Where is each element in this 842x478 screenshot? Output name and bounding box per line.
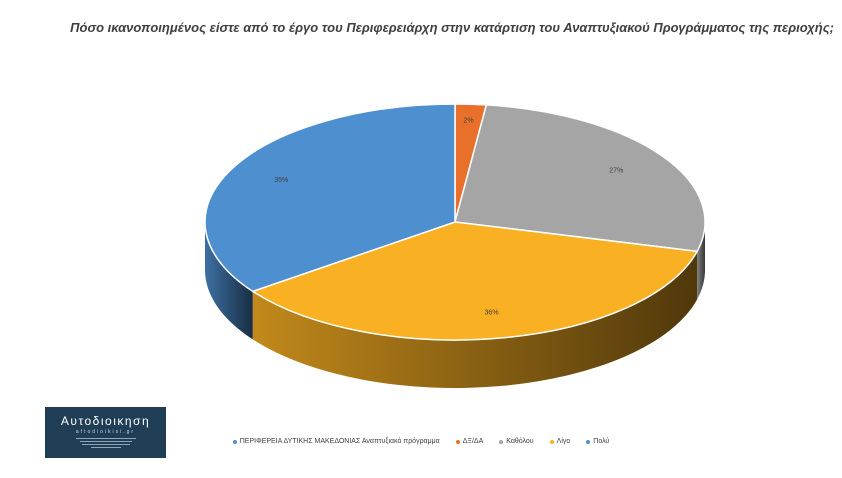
legend-marker-katholou (499, 439, 504, 444)
legend-item-ligo: Λίγο (549, 438, 571, 445)
data-label-2: 36% (485, 309, 499, 316)
legend-label-ligo: Λίγο (556, 438, 571, 445)
chart-title: Πόσο ικανοποιημένος είστε από το έργο το… (70, 20, 834, 35)
logo-domain: aftodioikisi.gr (75, 429, 136, 435)
slice-side-3 (205, 222, 253, 340)
legend-series-marker (232, 439, 237, 444)
logo-fine-print (45, 438, 166, 448)
logo-name: Αυτοδιοικηση (60, 414, 151, 428)
pie-data-labels: 2% 27% 36% 35% (274, 118, 623, 317)
legend-marker-dxda (455, 439, 460, 444)
slice-side-2 (252, 251, 698, 388)
pie-side-walls (205, 222, 705, 388)
legend-marker-poly (586, 439, 591, 444)
slice-side-1 (697, 222, 705, 300)
slice-3 (204, 103, 456, 293)
legend-marker-ligo (549, 439, 554, 444)
slice-1 (454, 104, 706, 253)
data-label-1: 27% (609, 167, 623, 174)
publisher-logo: Αυτοδιοικηση aftodioikisi.gr (45, 407, 166, 458)
legend-series: ΠΕΡΙΦΕΡΕΙΑ ΔΥΤΙΚΗΣ ΜΑΚΕΔΟΝΙΑΣ Αναπτυξιακ… (232, 438, 440, 445)
legend-label-katholou: Καθόλου (506, 438, 534, 445)
legend-label-dxda: ΔΞ/ΔΑ (462, 438, 484, 445)
data-label-3: 35% (274, 177, 288, 184)
pie-top-faces (204, 103, 706, 341)
legend-series-label: ΠΕΡΙΦΕΡΕΙΑ ΔΥΤΙΚΗΣ ΜΑΚΕΔΟΝΙΑΣ Αναπτυξιακ… (239, 438, 440, 445)
legend-item-poly: Πολύ (586, 438, 609, 445)
legend-label-poly: Πολύ (593, 438, 610, 445)
data-label-0: 2% (463, 118, 473, 125)
slice-2 (251, 221, 698, 341)
legend-item-dxda: ΔΞ/ΔΑ (455, 438, 484, 445)
legend-item-katholou: Καθόλου (499, 438, 534, 445)
chart-legend: ΠΕΡΙΦΕΡΕΙΑ ΔΥΤΙΚΗΣ ΜΑΚΕΔΟΝΙΑΣ Αναπτυξιακ… (0, 438, 842, 445)
